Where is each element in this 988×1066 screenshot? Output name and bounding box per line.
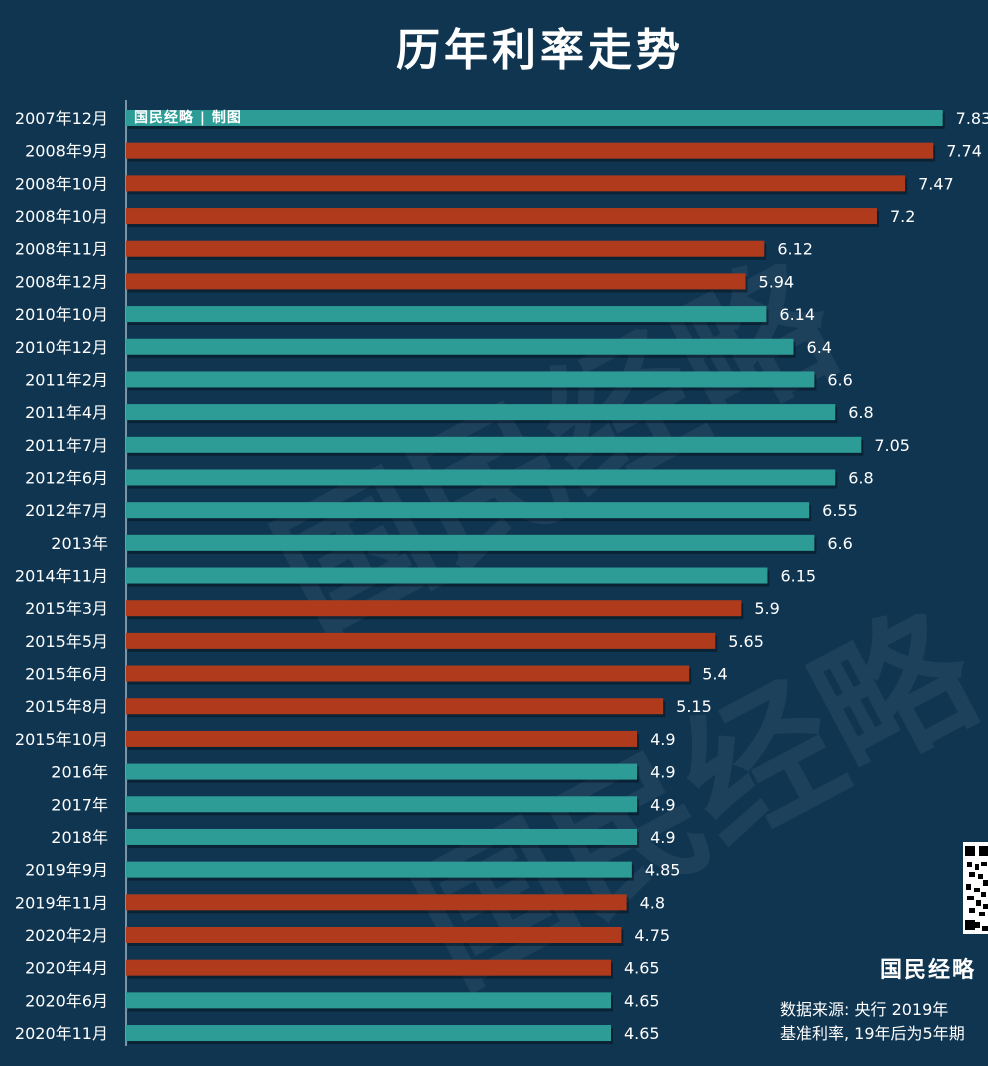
bar (126, 600, 742, 617)
bar (126, 208, 877, 225)
category-label: 2011年4月 (25, 403, 108, 422)
value-label: 6.8 (848, 403, 873, 422)
category-label: 2007年12月 (15, 109, 108, 128)
bar (126, 273, 746, 290)
value-label: 4.65 (624, 1024, 660, 1043)
bar (126, 861, 632, 878)
category-label: 2012年7月 (25, 501, 108, 520)
bar (126, 240, 765, 257)
value-label: 4.65 (624, 959, 660, 978)
bar (126, 502, 810, 519)
category-label: 2015年3月 (25, 599, 108, 618)
data-source-note: 数据来源: 央行 2019年 (780, 1000, 949, 1019)
category-label: 2010年10月 (15, 305, 108, 324)
qr-code-icon (963, 842, 988, 934)
bar (126, 436, 862, 453)
value-label: 5.9 (754, 599, 779, 618)
category-label: 2020年2月 (25, 926, 108, 945)
value-label: 4.8 (640, 893, 665, 912)
value-label: 5.4 (702, 665, 727, 684)
value-label: 6.6 (827, 370, 852, 389)
bar (126, 730, 638, 747)
category-label: 2008年9月 (25, 142, 108, 161)
category-label: 2015年6月 (25, 665, 108, 684)
value-label: 7.74 (946, 142, 982, 161)
brand-logo-text: 国民经略 (880, 957, 977, 983)
chart-title: 历年利率走势 (396, 25, 684, 76)
bar (126, 828, 638, 845)
bar (126, 632, 716, 649)
value-label: 5.15 (676, 697, 712, 716)
value-label: 5.94 (759, 272, 795, 291)
value-label: 5.65 (728, 632, 764, 651)
category-label: 2008年11月 (15, 240, 108, 259)
data-source-note-2: 基准利率, 19年后为5年期 (780, 1024, 965, 1043)
bar (126, 142, 934, 159)
category-label: 2015年5月 (25, 632, 108, 651)
category-label: 2011年7月 (25, 436, 108, 455)
category-label: 2008年10月 (15, 174, 108, 193)
chart-credit: 国民经略 | 制图 (134, 110, 242, 126)
value-label: 4.85 (645, 861, 681, 880)
bar (126, 763, 638, 780)
category-label: 2020年6月 (25, 991, 108, 1010)
bar (126, 992, 611, 1009)
bar (126, 110, 943, 126)
bar (126, 665, 690, 682)
value-label: 4.9 (650, 763, 675, 782)
category-label: 2015年10月 (15, 730, 108, 749)
value-label: 4.65 (624, 991, 660, 1010)
category-label: 2011年2月 (25, 370, 108, 389)
value-label: 6.4 (807, 338, 832, 357)
value-label: 6.55 (822, 501, 858, 520)
value-label: 4.9 (650, 795, 675, 814)
bar (126, 567, 768, 584)
value-label: 6.6 (827, 534, 852, 553)
category-label: 2018年 (51, 828, 108, 847)
category-label: 2016年 (51, 763, 108, 782)
value-label: 6.8 (848, 468, 873, 487)
value-label: 7.83 (956, 109, 988, 128)
value-label: 6.12 (777, 240, 813, 259)
bar (126, 894, 627, 911)
category-label: 2019年9月 (25, 861, 108, 880)
bar (126, 338, 794, 355)
value-label: 7.05 (874, 436, 910, 455)
value-label: 4.75 (634, 926, 670, 945)
category-label: 2020年11月 (15, 1024, 108, 1043)
bar (126, 469, 836, 486)
category-label: 2015年8月 (25, 697, 108, 716)
value-label: 4.9 (650, 828, 675, 847)
bar (126, 959, 611, 976)
category-label: 2013年 (51, 534, 108, 553)
category-label: 2017年 (51, 795, 108, 814)
bar (126, 927, 622, 943)
bar (126, 796, 638, 813)
bar (126, 534, 815, 551)
category-label: 2008年12月 (15, 272, 108, 291)
bar (126, 1025, 611, 1042)
category-label: 2019年11月 (15, 893, 108, 912)
value-label: 7.47 (918, 174, 954, 193)
category-label: 2012年6月 (25, 468, 108, 487)
value-label: 4.9 (650, 730, 675, 749)
value-label: 7.2 (890, 207, 915, 226)
value-label: 6.14 (779, 305, 815, 324)
category-label: 2014年11月 (15, 567, 108, 586)
category-label: 2010年12月 (15, 338, 108, 357)
bar (126, 404, 836, 421)
value-label: 6.15 (780, 567, 816, 586)
category-label: 2008年10月 (15, 207, 108, 226)
bar (126, 698, 664, 715)
bar (126, 306, 767, 323)
bar (126, 371, 815, 388)
category-label: 2020年4月 (25, 959, 108, 978)
bar (126, 175, 906, 192)
